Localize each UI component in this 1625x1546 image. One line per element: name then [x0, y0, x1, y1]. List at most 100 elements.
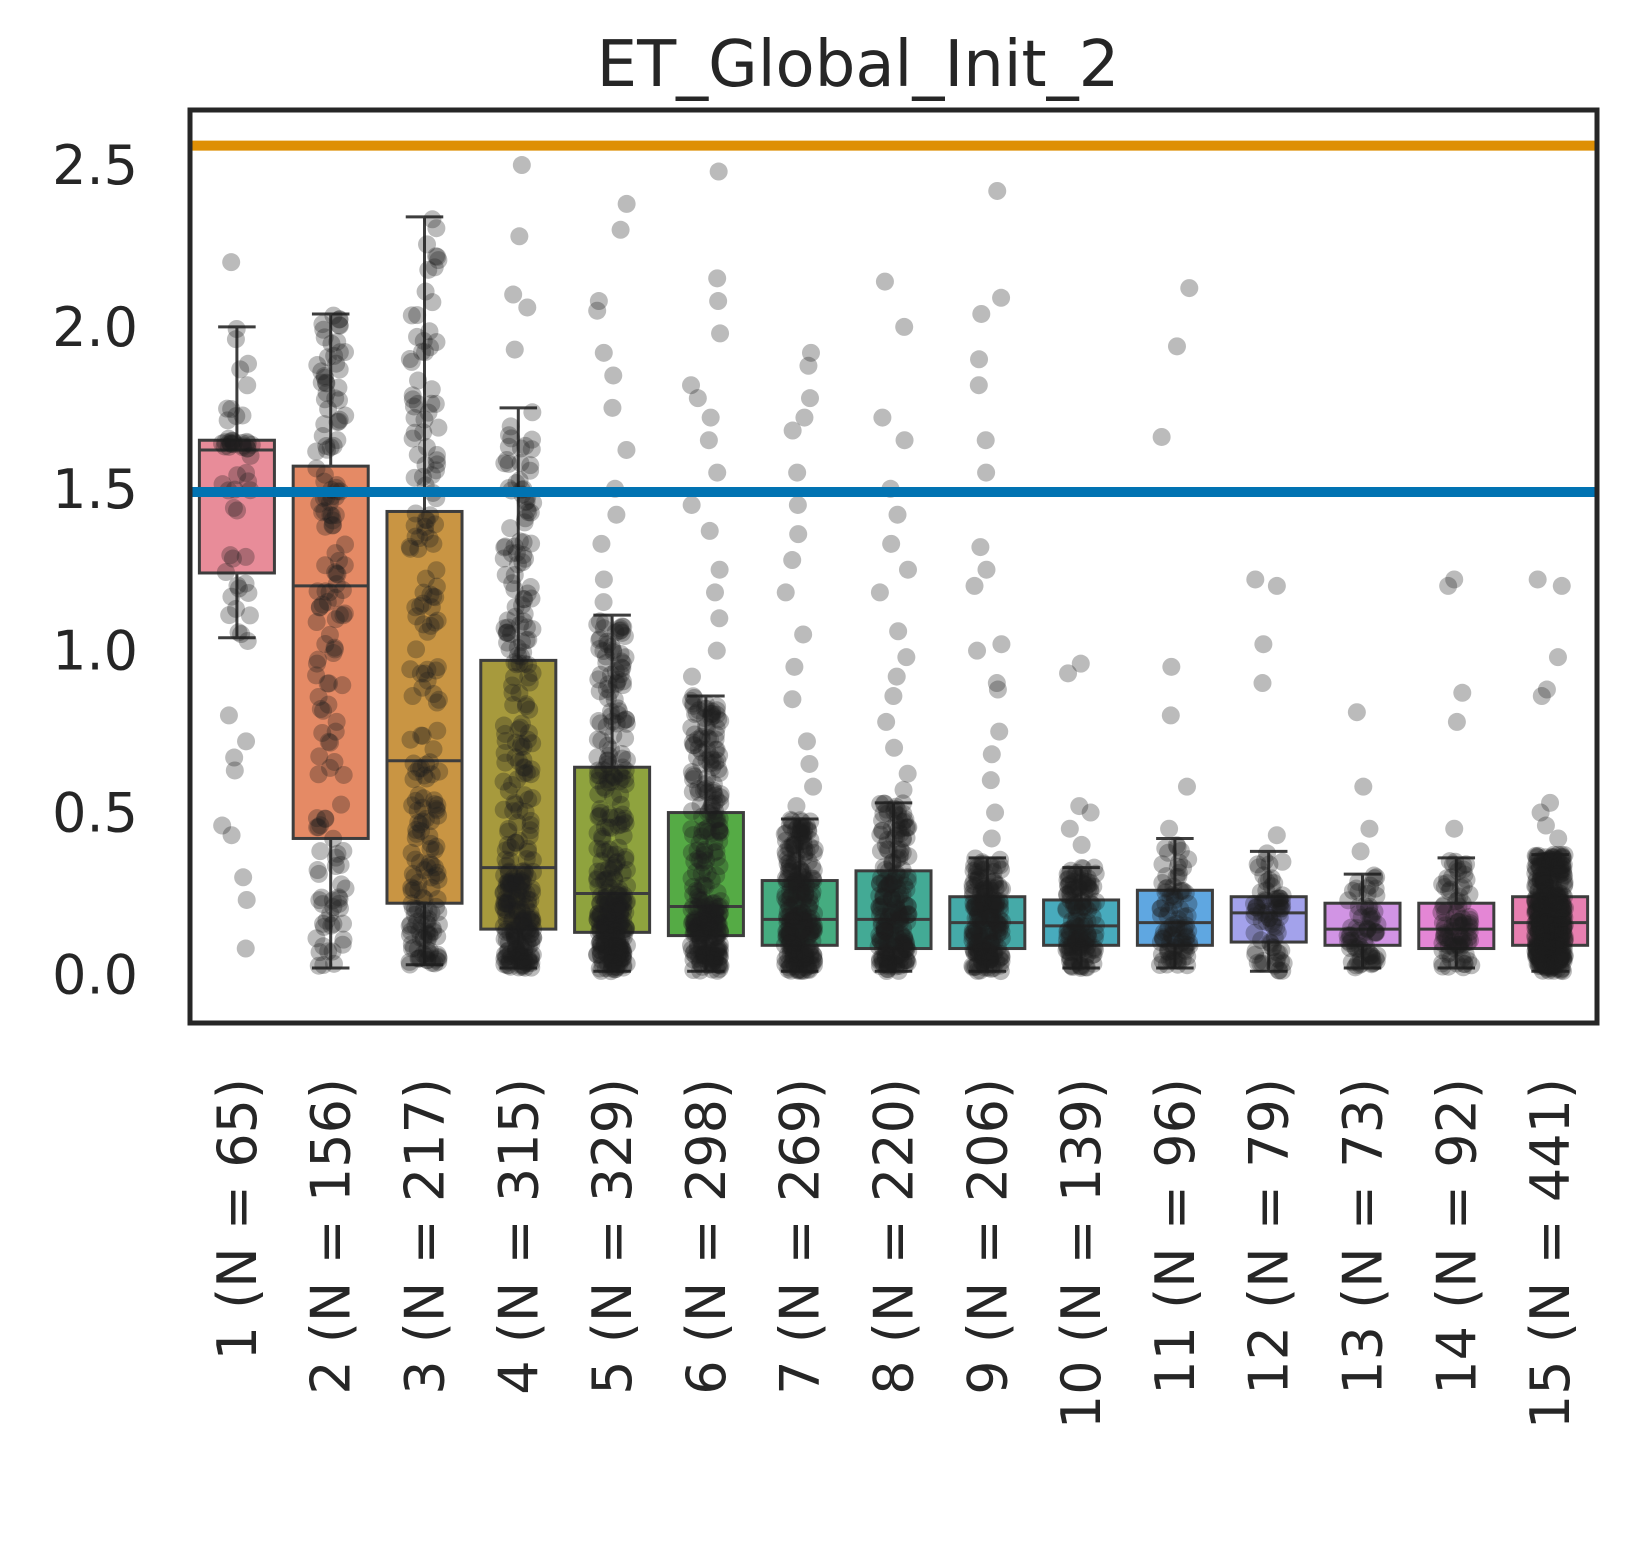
- outlier-point: [990, 722, 1009, 741]
- data-point: [523, 945, 542, 964]
- data-point: [795, 824, 814, 843]
- data-point: [891, 840, 910, 859]
- data-point: [1535, 874, 1554, 893]
- data-point: [310, 891, 329, 910]
- data-point: [793, 827, 812, 846]
- data-point: [696, 775, 715, 794]
- data-point: [711, 823, 730, 842]
- data-point: [791, 811, 810, 830]
- data-point: [616, 710, 635, 729]
- data-point: [315, 390, 334, 409]
- data-point: [685, 852, 704, 871]
- data-point: [801, 922, 820, 941]
- data-point: [688, 730, 707, 749]
- data-point: [523, 620, 542, 639]
- data-point: [889, 902, 908, 921]
- data-point: [795, 946, 814, 965]
- data-point: [708, 751, 727, 770]
- data-point: [708, 883, 727, 902]
- data-point: [422, 878, 441, 897]
- data-point: [789, 906, 808, 925]
- data-point: [606, 623, 625, 642]
- data-point: [613, 659, 632, 678]
- data-point: [882, 904, 901, 923]
- data-point: [698, 740, 717, 759]
- x-category-label: 14 (N = 92): [1425, 1078, 1488, 1395]
- data-point: [598, 755, 617, 774]
- data-point: [792, 823, 811, 842]
- data-point: [613, 749, 632, 768]
- data-point: [875, 922, 894, 941]
- data-point: [613, 947, 632, 966]
- data-point: [697, 912, 716, 931]
- data-point: [600, 878, 619, 897]
- data-point: [605, 960, 624, 979]
- data-point: [507, 868, 526, 887]
- data-point: [421, 942, 440, 961]
- data-point: [609, 705, 628, 724]
- data-point: [502, 544, 521, 563]
- data-point: [783, 918, 802, 937]
- data-point: [222, 434, 241, 453]
- data-point: [873, 950, 892, 969]
- data-point: [882, 935, 901, 954]
- data-point: [889, 911, 908, 930]
- data-point: [497, 874, 516, 893]
- data-point: [689, 926, 708, 945]
- data-point: [330, 316, 349, 335]
- data-point: [890, 848, 909, 867]
- data-point: [703, 949, 722, 968]
- data-point: [609, 937, 628, 956]
- data-point: [422, 855, 441, 874]
- data-point: [588, 824, 607, 843]
- data-point: [683, 912, 702, 931]
- data-point: [778, 926, 797, 945]
- data-point: [413, 467, 432, 486]
- data-point: [898, 868, 917, 887]
- data-point: [598, 770, 617, 789]
- data-point: [610, 952, 629, 971]
- x-category-label: 5 (N = 329): [581, 1078, 644, 1395]
- data-point: [616, 809, 635, 828]
- data-point: [889, 887, 908, 906]
- outlier-point: [708, 269, 727, 288]
- data-point: [891, 950, 910, 969]
- data-point: [608, 940, 627, 959]
- data-point: [496, 537, 515, 556]
- data-point: [611, 938, 630, 957]
- data-point: [501, 417, 520, 436]
- data-point: [885, 954, 904, 973]
- data-point: [595, 924, 614, 943]
- data-point: [895, 929, 914, 948]
- data-point: [617, 714, 636, 733]
- data-point: [707, 705, 726, 724]
- data-point: [799, 898, 818, 917]
- data-point: [697, 943, 716, 962]
- data-point: [778, 913, 797, 932]
- data-point: [508, 883, 527, 902]
- data-point: [521, 765, 540, 784]
- data-point: [334, 841, 353, 860]
- outlier-point: [682, 495, 701, 514]
- data-point: [496, 890, 515, 909]
- outlier-point: [710, 560, 729, 579]
- data-point: [222, 587, 241, 606]
- data-point: [308, 654, 327, 673]
- data-point: [508, 947, 527, 966]
- data-point: [804, 916, 823, 935]
- data-point: [418, 660, 437, 679]
- data-point: [513, 596, 532, 615]
- data-point: [238, 439, 257, 458]
- data-point: [792, 948, 811, 967]
- data-point: [976, 902, 995, 921]
- data-point: [879, 935, 898, 954]
- data-point: [229, 579, 248, 598]
- data-point: [688, 888, 707, 907]
- data-point: [597, 931, 616, 950]
- data-point: [964, 861, 983, 880]
- data-point: [891, 946, 910, 965]
- outlier-point: [594, 343, 613, 362]
- data-point: [897, 939, 916, 958]
- data-point: [522, 934, 541, 953]
- data-point: [780, 898, 799, 917]
